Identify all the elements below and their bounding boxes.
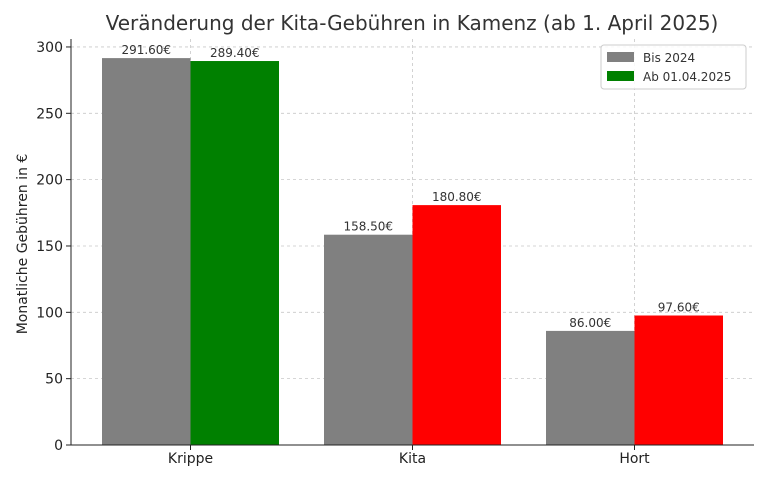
bar-bis-2024-krippe [102, 58, 191, 445]
data-label: 289.40€ [210, 46, 260, 60]
axes: 0 50 100 150 200 250 300 Krippe Kita Hort [36, 39, 754, 467]
data-label: 158.50€ [343, 220, 393, 234]
data-label: 97.60€ [658, 301, 700, 315]
y-tick-label: 300 [36, 40, 63, 56]
legend-swatch [607, 52, 634, 62]
y-tick-label: 150 [36, 239, 63, 255]
y-tick-label: 250 [36, 106, 63, 122]
y-axis-label: Monatliche Gebühren in € [15, 154, 31, 335]
data-label: 86.00€ [569, 316, 611, 330]
bars [102, 58, 723, 445]
bar-ab-2025-hort [634, 315, 723, 445]
legend-box [600, 44, 747, 90]
y-tick-label: 50 [45, 372, 63, 388]
bar-ab-2025-krippe [190, 61, 279, 445]
data-labels: 291.60€ 158.50€ 86.00€ 289.40€ 180.80€ 97.60€ [121, 43, 699, 330]
chart-title: Veränderung der Kita-Gebühren in Kamenz … [106, 11, 719, 35]
data-label: 180.80€ [432, 190, 482, 204]
legend-swatch [607, 71, 634, 81]
bar-bis-2024-kita [324, 234, 413, 445]
data-label: 291.60€ [121, 43, 171, 57]
y-tick-label: 0 [54, 438, 63, 454]
x-tick-label: Hort [619, 451, 650, 467]
legend-label: Ab 01.04.2025 [643, 70, 731, 84]
bar-bis-2024-hort [546, 330, 635, 445]
y-tick-label: 100 [36, 305, 63, 321]
legend: Bis 2024 Ab 01.04.2025 [600, 44, 747, 90]
x-tick-label: Kita [399, 451, 426, 467]
legend-label: Bis 2024 [643, 51, 695, 65]
x-tick-label: Krippe [168, 451, 213, 467]
y-tick-label: 200 [36, 173, 63, 189]
bar-ab-2025-kita [412, 205, 501, 445]
